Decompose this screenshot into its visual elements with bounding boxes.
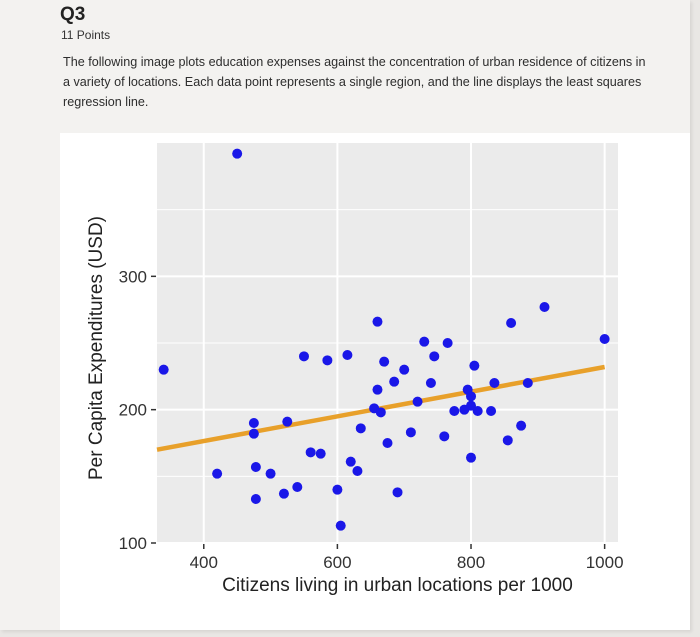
data-point [292,482,303,492]
data-point [250,494,261,504]
question-card: Q3 11 Points The following image plots e… [0,0,690,630]
data-point [466,391,477,402]
data-point [599,334,610,344]
data-point [502,435,513,446]
data-point [379,356,390,367]
data-point [355,423,366,434]
data-point [212,468,223,479]
data-point [486,406,497,416]
data-point [522,378,533,388]
data-point [305,447,316,458]
data-point [466,400,477,411]
x-tick-label: 400 [190,553,218,572]
data-point [352,466,363,476]
data-point [298,351,309,362]
data-point [322,355,333,366]
data-point [232,148,243,159]
scatter-chart: 100 200 300 400 600 800 1000 Per Capita Expend… [86,143,624,596]
data-point [332,484,343,495]
data-point [412,396,423,407]
data-point [382,438,393,448]
data-point [439,431,450,442]
data-point [539,302,550,312]
data-point [342,350,353,360]
data-point [345,456,356,467]
data-point [389,376,400,387]
x-tick-label: 600 [323,553,351,572]
data-point [375,407,386,418]
question-description: The following image plots education expe… [63,55,646,109]
data-points [158,148,610,531]
data-point [250,462,261,472]
data-point [466,452,477,463]
data-point [282,416,293,427]
data-point [506,318,517,328]
data-point [419,336,430,347]
data-point [399,364,410,375]
data-point [278,488,289,499]
y-tick-label: 100 [119,534,147,553]
data-point [248,428,259,439]
y-tick-label: 200 [119,401,147,420]
axis-ticks: 100 200 300 400 600 800 1000 [119,267,624,572]
data-point [442,338,453,348]
data-point [472,406,483,416]
data-point [372,316,383,327]
data-point [315,448,326,459]
data-point [158,364,169,375]
x-axis-label: Citizens living in urban locations per 1… [222,575,573,596]
x-tick-label: 1000 [586,553,624,572]
data-point [449,406,460,416]
y-tick-label: 300 [119,267,147,286]
chart-image: 100 200 300 400 600 800 1000 Per Capita Expend… [60,133,690,630]
question-title: Q3 [60,4,86,25]
data-point [248,418,259,428]
y-axis-label: Per Capita Expenditures (USD) [86,216,107,480]
grid-lines [157,143,618,544]
data-point [372,384,383,395]
data-point [469,360,480,371]
data-point [425,378,436,388]
data-point [489,378,500,388]
data-point [392,487,403,498]
question-points: 11 Points [61,28,111,42]
data-point [516,420,527,431]
data-point [265,468,276,479]
x-tick-label: 800 [457,553,485,572]
data-point [405,427,416,438]
data-point [429,351,440,362]
data-point [335,520,346,531]
